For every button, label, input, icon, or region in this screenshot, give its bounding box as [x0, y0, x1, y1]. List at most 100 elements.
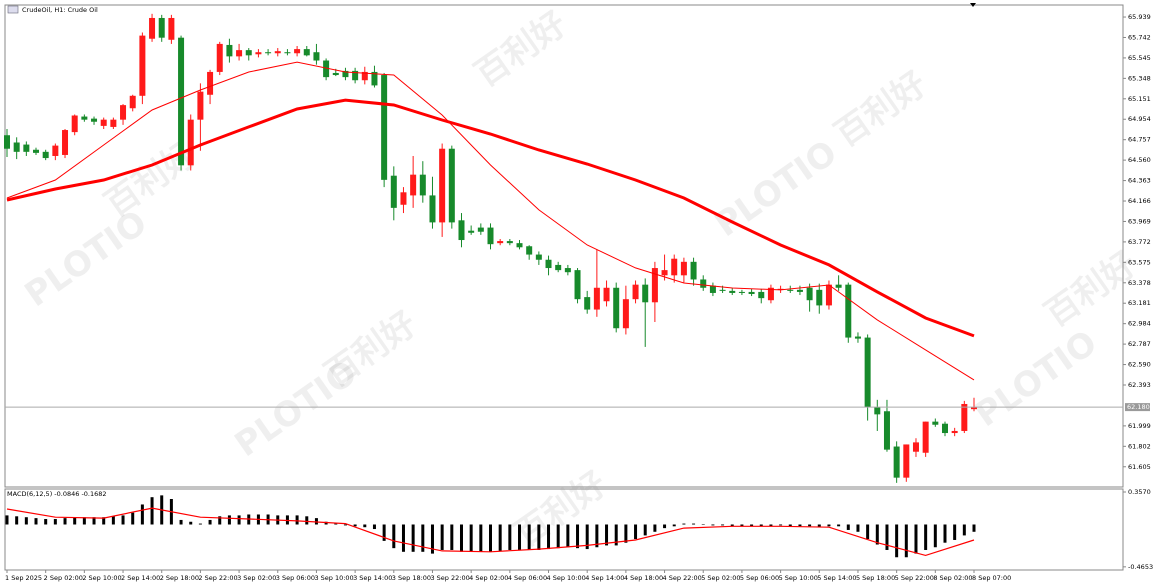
candle-body [390, 175, 397, 208]
x-tick-label: 4 Sep 22:00 [663, 574, 702, 582]
macd-bar [885, 524, 889, 550]
candle-body [381, 75, 388, 180]
candle-body [110, 119, 117, 127]
candle-body [158, 17, 165, 38]
candle-body [139, 35, 146, 96]
macd-bar [643, 524, 647, 536]
y-tick-label: 65.545 [1128, 54, 1151, 62]
y-tick-label: 63.969 [1128, 217, 1151, 225]
macd-bar [450, 524, 454, 550]
candle-body [168, 17, 175, 40]
x-tick-label: 2 Sep 14:00 [121, 574, 160, 582]
y-tick-label: 64.166 [1128, 197, 1151, 205]
candle-body [129, 95, 136, 109]
macd-bar [972, 524, 976, 532]
candle-body [661, 270, 668, 276]
candle-body [255, 52, 262, 55]
x-tick-label: 2 Sep 02:00 [44, 574, 83, 582]
x-tick-label: 3 Sep 18:00 [392, 574, 431, 582]
candle-body [23, 144, 30, 152]
candle-body [419, 174, 426, 196]
macd-bar [556, 524, 560, 549]
macd-bar [411, 524, 415, 552]
candle-body [961, 403, 968, 431]
macd-bar [866, 524, 870, 540]
candle-body [62, 130, 69, 155]
macd-bar [198, 523, 202, 525]
candle-body [748, 291, 755, 294]
candle-body [245, 50, 252, 56]
macd-bar [353, 524, 357, 527]
y-tick-label: 64.560 [1128, 156, 1151, 164]
x-tick-label: 5 Sep 10:00 [779, 574, 818, 582]
macd-bar [82, 517, 86, 525]
candle-body [52, 145, 59, 156]
candle-body [796, 289, 803, 292]
x-tick-label: 5 Sep 22:00 [895, 574, 934, 582]
candle-body [149, 17, 156, 39]
macd-bar [682, 523, 686, 525]
macd-bar [614, 524, 618, 546]
candle-body [584, 297, 591, 310]
macd-bar [817, 524, 821, 528]
x-tick-label: 5 Sep 18:00 [856, 574, 895, 582]
macd-bar [953, 524, 957, 540]
macd-bar [314, 518, 318, 525]
x-tick-label: 3 Sep 06:00 [276, 574, 315, 582]
candle-body [207, 71, 214, 95]
candle-body [497, 241, 504, 244]
candle-body [777, 288, 784, 290]
macd-bar [653, 524, 657, 532]
candle-body [361, 71, 368, 81]
macd-bar [34, 518, 38, 525]
candle-body [864, 337, 871, 408]
macd-signal [6, 507, 975, 557]
macd-bar [904, 524, 908, 558]
candle-body [516, 243, 523, 248]
macd-bar [846, 524, 850, 530]
macd-bar [527, 524, 531, 550]
macd-bar [895, 524, 899, 558]
macd-bar [875, 524, 879, 545]
y-tick-label: 63.378 [1128, 279, 1151, 287]
candle-body [458, 220, 465, 241]
macd-bar [808, 524, 812, 527]
candle-body [197, 91, 204, 120]
macd-frame [4, 488, 1124, 571]
y-tick-label: 61.605 [1128, 463, 1151, 471]
x-tick-label: 5 Sep 06:00 [740, 574, 779, 582]
candle-body [613, 287, 620, 329]
macd-bar [53, 519, 57, 525]
candle-body [951, 430, 958, 434]
candle-body [729, 290, 736, 293]
macd-bar [498, 524, 502, 551]
macd-bar [24, 517, 28, 525]
macd-bar [595, 524, 599, 548]
x-tick-label: 4 Sep 06:00 [508, 574, 547, 582]
candle-body [371, 71, 378, 86]
macd-bar [518, 524, 522, 550]
current-price-box [1125, 403, 1150, 412]
y-tick-label: 62.590 [1128, 361, 1151, 369]
candle-body [303, 49, 310, 56]
candle-body [265, 52, 272, 54]
chart-title: CrudeOil, H1: Crude Oil [22, 6, 98, 14]
candle-body [932, 421, 939, 425]
y-tick-label: 0.3570 [1128, 488, 1151, 496]
macd-bar [237, 515, 241, 525]
candle-body [680, 261, 687, 276]
candle-body [593, 287, 600, 310]
candle-body [535, 254, 542, 260]
macd-bar [759, 524, 763, 527]
candle-body [439, 148, 446, 223]
macd-bar [769, 524, 773, 527]
macd-bar [218, 516, 222, 525]
main-frame [4, 4, 1124, 488]
macd-bar [131, 512, 135, 525]
candle-body [709, 285, 716, 293]
macd-bar [711, 524, 715, 526]
candle-body [400, 192, 407, 205]
moving-average [6, 98, 975, 338]
